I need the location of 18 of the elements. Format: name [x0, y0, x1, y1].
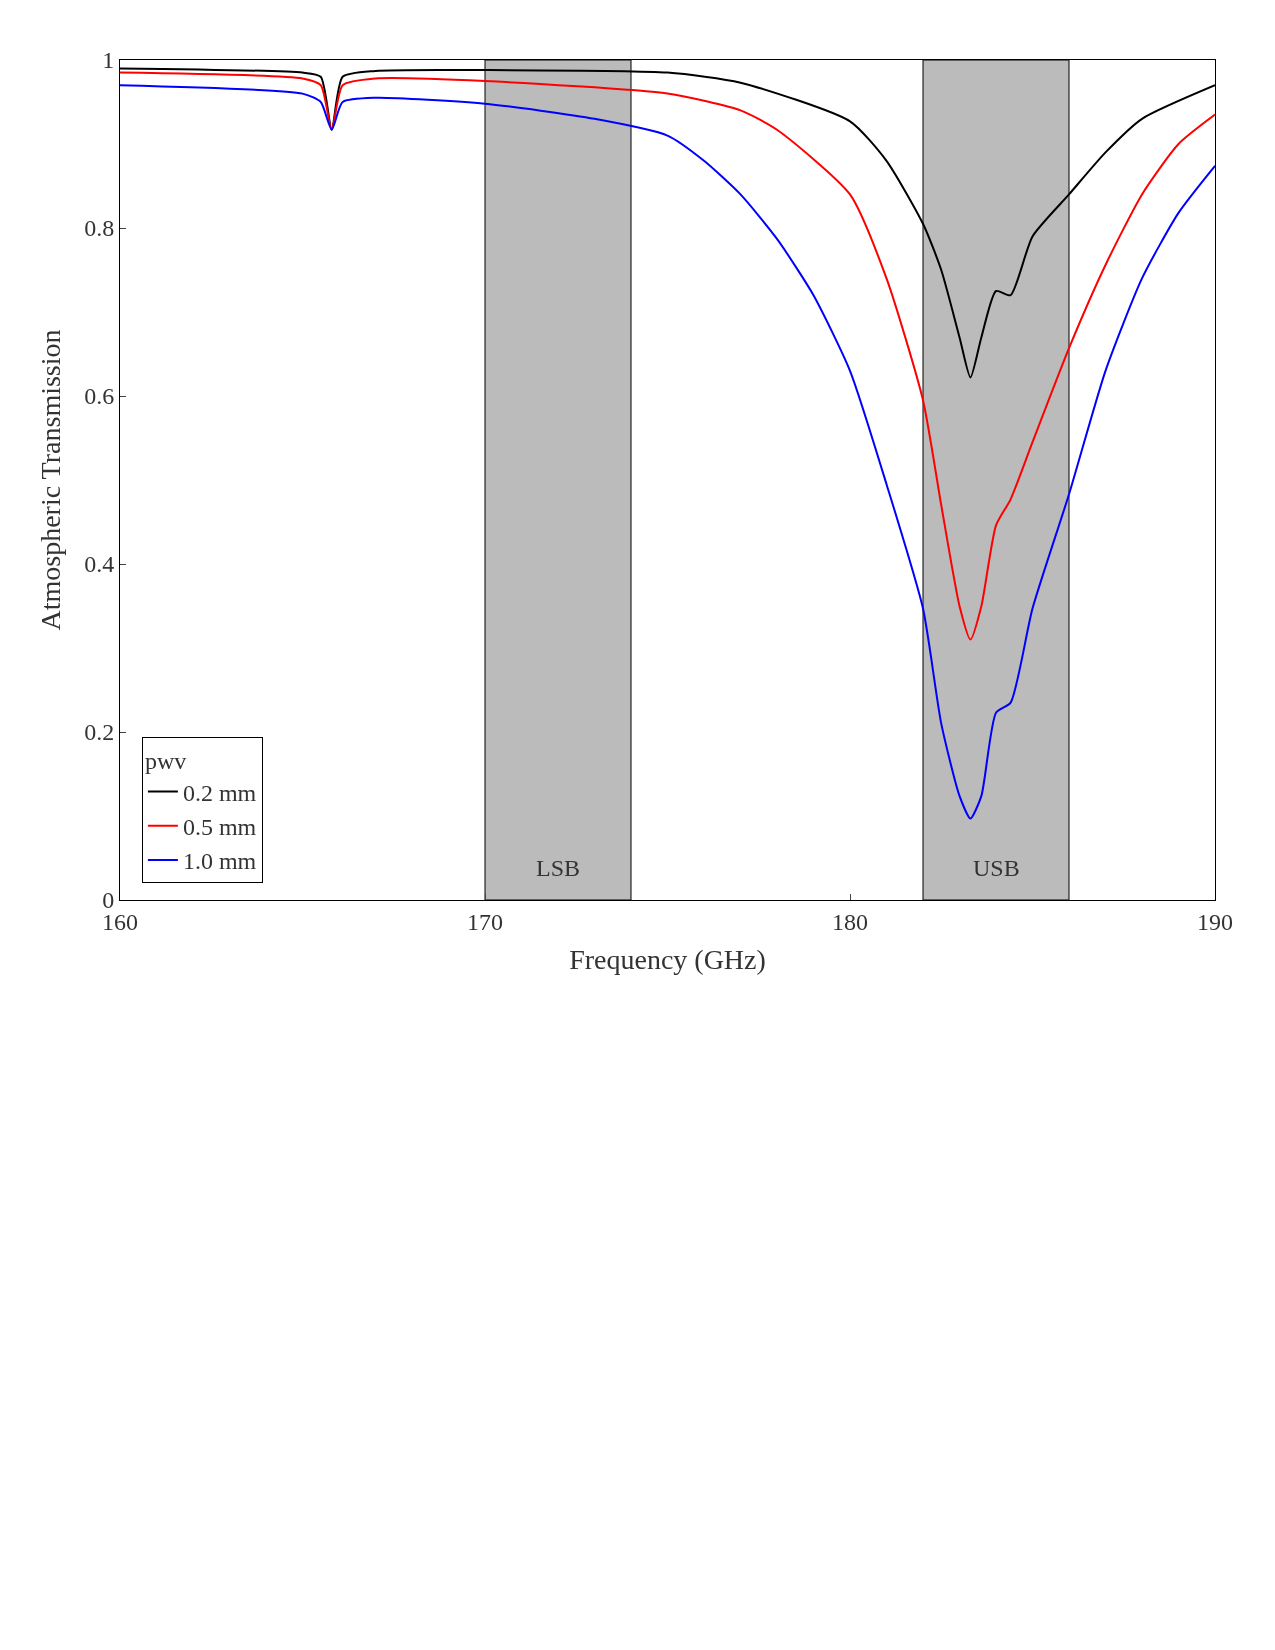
y-tick-label: 1 [102, 47, 115, 74]
x-axis-title: Frequency (GHz) [569, 943, 766, 975]
y-axis-title: Atmospheric Transmission [34, 329, 66, 631]
legend-title: pwv [144, 748, 187, 775]
y-tick-label: 0.8 [84, 215, 115, 242]
y-tick-label: 0.6 [84, 383, 115, 410]
legend-label: 0.2 mm [182, 779, 257, 806]
x-tick-label: 180 [832, 908, 868, 935]
y-tick-label: 0.2 [84, 719, 115, 746]
x-tick-label: 170 [467, 908, 503, 935]
y-tick-label: 0.4 [84, 551, 115, 578]
line-series [120, 84, 1215, 820]
legend-label: 0.5 mm [182, 814, 257, 841]
band-label: USB [973, 855, 1020, 881]
line-series [120, 71, 1215, 641]
x-tick-label: 190 [1197, 908, 1233, 935]
band-label: LSB [536, 855, 581, 881]
legend-label: 1.0 mm [182, 848, 257, 875]
